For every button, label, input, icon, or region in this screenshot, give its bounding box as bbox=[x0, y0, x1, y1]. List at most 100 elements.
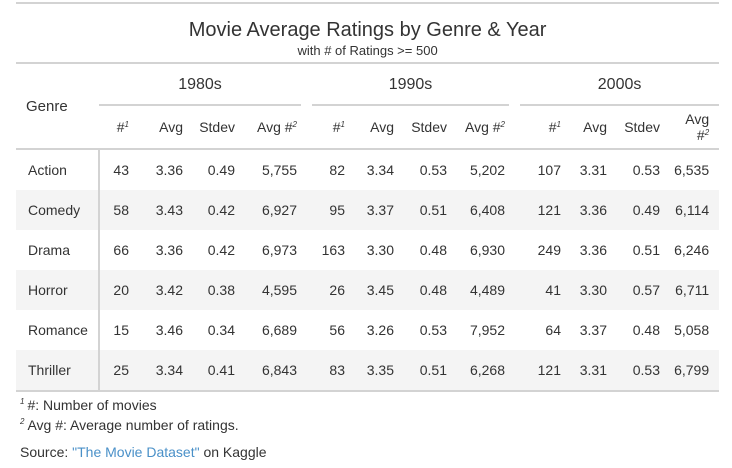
table-row: Action 43 3.36 0.49 5,755 82 3.34 0.53 5,202 107 3… bbox=[16, 149, 719, 190]
table-cell: 6,114 bbox=[670, 190, 720, 230]
table-cell: 7,952 bbox=[469, 322, 505, 338]
col-header-stdev-1990s: Stdev bbox=[404, 106, 457, 150]
table-cell: 6,535 bbox=[674, 162, 710, 178]
row-genre-label: Comedy bbox=[16, 190, 100, 230]
table-cell: 0.38 bbox=[193, 270, 245, 310]
table-cell: 3.43 bbox=[139, 190, 193, 230]
table-cell: 41 bbox=[515, 270, 571, 310]
table-cell: 58 bbox=[99, 190, 139, 230]
col-header-label: Avg bbox=[583, 119, 607, 135]
footnote-mark: 2 bbox=[20, 417, 25, 426]
table-cell: 3.37 bbox=[355, 190, 404, 230]
table-cell: 0.49 bbox=[617, 190, 670, 230]
col-header-avg-count-1980s: Avg #2 bbox=[245, 106, 307, 150]
table-cell: 3.46 bbox=[155, 322, 183, 338]
col-header-label: Stdev bbox=[624, 119, 660, 135]
col-header-avg-count-2000s: Avg #2 bbox=[670, 106, 720, 150]
footnote-text: #: Number of movies bbox=[27, 397, 157, 413]
table-row: Romance 15 3.46 0.34 6,689 56 3.26 0.53 7,952 64 3… bbox=[16, 310, 719, 350]
table-row: Drama 66 3.36 0.42 6,973 163 3.30 0.48 6,930 249 3… bbox=[16, 230, 719, 270]
table-cell: 3.37 bbox=[579, 322, 607, 338]
row-genre-label: Horror bbox=[16, 270, 100, 310]
table-cell: 43 bbox=[113, 162, 129, 178]
footnote-mark: 2 bbox=[292, 120, 297, 129]
table-cell: 6,689 bbox=[261, 322, 297, 338]
table-cell: 0.34 bbox=[207, 322, 235, 338]
table-cell: 0.53 bbox=[419, 162, 447, 178]
col-header-stdev-2000s: Stdev bbox=[617, 106, 670, 150]
table-cell: 5,202 bbox=[469, 162, 505, 178]
table-cell: 0.48 bbox=[404, 270, 457, 310]
table-cell: 0.51 bbox=[404, 350, 457, 392]
spanner-1990s: 1990s bbox=[312, 64, 509, 106]
table-cell: 4,489 bbox=[457, 270, 515, 310]
table-cell: 0.51 bbox=[632, 242, 660, 258]
col-header-label: Avg # bbox=[465, 119, 501, 135]
col-header-label: Avg # bbox=[685, 111, 710, 143]
table-cell: 3.31 bbox=[571, 350, 617, 392]
table-cell: 0.51 bbox=[404, 190, 457, 230]
table-row: Thriller 25 3.34 0.41 6,843 83 3.35 0.51 6,268 12… bbox=[16, 350, 720, 392]
row-genre-label: Action bbox=[16, 149, 100, 190]
footnote-mark: 1 bbox=[556, 120, 561, 129]
table-cell: 0.53 bbox=[617, 350, 670, 392]
table-cell: 3.35 bbox=[355, 350, 404, 392]
source-suffix: on Kaggle bbox=[199, 444, 267, 460]
table-cell: 0.49 bbox=[207, 162, 235, 178]
col-header-count-2000s: #1 bbox=[515, 106, 571, 150]
source-link[interactable]: "The Movie Dataset" bbox=[72, 444, 200, 460]
table-cell: 3.26 bbox=[366, 322, 394, 338]
col-header-avg-2000s: Avg bbox=[571, 106, 617, 150]
footnote: 1 #: Number of movies bbox=[20, 396, 239, 416]
table-cell: 0.48 bbox=[419, 242, 447, 258]
table-cell: 26 bbox=[307, 270, 355, 310]
table-cell: 163 bbox=[321, 242, 345, 258]
table-cell: 0.41 bbox=[193, 350, 245, 392]
col-header-label: Avg bbox=[159, 119, 183, 135]
footnote-text: Avg #: Average number of ratings. bbox=[27, 417, 239, 433]
col-header-avg-1980s: Avg bbox=[139, 106, 193, 150]
table-cell: 6,711 bbox=[670, 270, 720, 310]
table-cell: 121 bbox=[515, 190, 571, 230]
table-title: Movie Average Ratings by Genre & Year bbox=[188, 19, 547, 41]
table-cell: 3.36 bbox=[579, 242, 607, 258]
table-cell: 66 bbox=[113, 242, 129, 258]
table-cell: 3.36 bbox=[155, 242, 183, 258]
table-cell: 0.48 bbox=[632, 322, 660, 338]
table-cell: 56 bbox=[329, 322, 345, 338]
row-genre-label: Romance bbox=[16, 310, 100, 350]
table-cell: 0.53 bbox=[632, 162, 660, 178]
table-cell: 6,246 bbox=[674, 242, 710, 258]
spanner-2000s: 2000s bbox=[520, 64, 720, 106]
table-cell: 64 bbox=[545, 322, 561, 338]
table-cell: 5,058 bbox=[674, 322, 710, 338]
col-header-label: Stdev bbox=[199, 119, 235, 135]
source-prefix: Source: bbox=[20, 444, 73, 460]
table-subtitle: with # of Ratings >= 500 bbox=[297, 43, 438, 58]
column-header-row: #1 Avg Stdev Avg #2 #1 Avg Stdev Avg #2 #1 Avg Std… bbox=[16, 106, 720, 150]
table-row: Comedy 58 3.43 0.42 6,927 95 3.37 0.51 6,408 121 3… bbox=[16, 190, 720, 230]
footnote-mark: 2 bbox=[500, 120, 505, 129]
footnote: 2 Avg #: Average number of ratings. bbox=[20, 416, 239, 436]
table-cell: 6,799 bbox=[670, 350, 720, 392]
col-header-stdev-1980s: Stdev bbox=[193, 106, 245, 150]
col-header-label: Avg # bbox=[257, 119, 293, 135]
table-cell: 3.42 bbox=[139, 270, 193, 310]
ratings-table: Movie Average Ratings by Genre & Year wi… bbox=[16, 2, 720, 392]
table-cell: 3.36 bbox=[571, 190, 617, 230]
row-genre-label: Thriller bbox=[16, 350, 100, 392]
spanner-1980s: 1980s bbox=[99, 64, 301, 106]
table-cell: 15 bbox=[113, 322, 129, 338]
table-cell: 3.45 bbox=[355, 270, 404, 310]
table-cell: 6,268 bbox=[457, 350, 515, 392]
footnotes: 1 #: Number of movies 2 Avg #: Average numb… bbox=[20, 396, 239, 436]
table-cell: 0.53 bbox=[419, 322, 447, 338]
source-note: Source: "The Movie Dataset" on Kaggle bbox=[20, 444, 267, 460]
table-cell: 6,408 bbox=[457, 190, 515, 230]
col-header-count-1980s: #1 bbox=[99, 106, 139, 150]
table-cell: 0.42 bbox=[193, 190, 245, 230]
table-cell: 3.31 bbox=[579, 162, 607, 178]
table-cell: 6,843 bbox=[245, 350, 307, 392]
col-header-avg-count-1990s: Avg #2 bbox=[457, 106, 515, 150]
